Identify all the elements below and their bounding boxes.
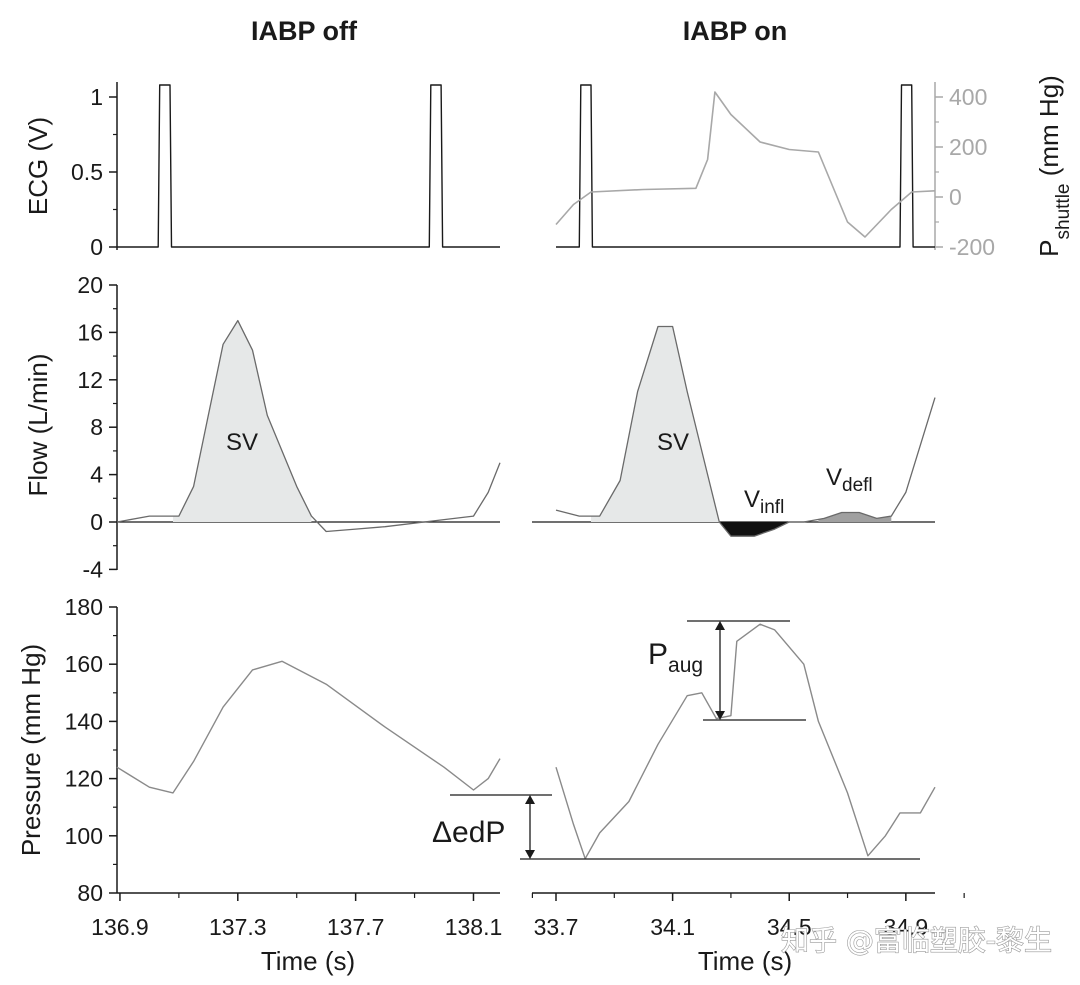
paug-main: P (648, 638, 668, 671)
ecg-line-on (556, 84, 935, 248)
right-xtick-label-0: 33.7 (534, 914, 579, 940)
pshuttle-ytick-label-0: -200 (949, 234, 995, 260)
paug-arrow-down (715, 711, 725, 720)
flow-ytick-label-4: 12 (77, 367, 103, 393)
pressure-ytick-label-5: 180 (65, 594, 103, 620)
paug-sub: aug (668, 654, 703, 677)
right-xtick-label-2: 34.5 (767, 914, 812, 940)
flow-ytick-label-1: 0 (90, 509, 103, 535)
pressure-ytick-label-3: 140 (65, 708, 103, 734)
flow-line-off (116, 319, 501, 533)
vdefl-main: V (826, 464, 842, 491)
flow-ytick-label-2: 4 (90, 462, 103, 488)
ecg-ylabel: ECG (V) (23, 117, 53, 215)
pressure-ylabel: Pressure (mm Hg) (16, 644, 46, 856)
left-xtick-label-2: 137.7 (327, 914, 385, 940)
left-xtick-label-0: 136.9 (91, 914, 149, 940)
left-xtick-label-3: 138.1 (445, 914, 503, 940)
tick-marks (109, 96, 965, 901)
pressure-ytick-label-4: 160 (65, 651, 103, 677)
vinfl-fill (719, 522, 790, 537)
ecg-ytick-label-2: 1 (90, 84, 103, 110)
pshuttle-line (555, 91, 936, 238)
pshuttle-ylabel-main: P (1034, 239, 1064, 256)
dedp-label: ΔedP (432, 816, 505, 849)
watermark-text: 知乎 @富临塑胶-黎生 (781, 924, 1052, 957)
vdefl-sub: defl (842, 475, 873, 496)
flow-line-on (555, 325, 936, 537)
right-xtick-label-3: 34.9 (883, 914, 928, 940)
sv-fill-on (591, 326, 720, 522)
flow-ytick-label-6: 20 (77, 272, 103, 298)
pressure-line-off (116, 660, 501, 794)
sv-on-label: SV (657, 429, 689, 456)
dedp-bracket (450, 794, 920, 860)
ecg-ytick-label-0: 0 (90, 234, 103, 260)
pshuttle-ylabel-unit: (mm Hg) (1034, 75, 1064, 183)
paug-arrow-up (715, 621, 725, 630)
pshuttle-ytick-label-1: 0 (949, 184, 962, 210)
pshuttle-ylabel: Pshuttle (mm Hg) (1034, 75, 1074, 257)
xlabel-right: Time (s) (698, 946, 792, 976)
series-lines (116, 84, 936, 860)
sv-off-label: SV (226, 429, 258, 456)
vinfl-sub: infl (760, 497, 784, 518)
vdefl-label: Vdefl (826, 464, 873, 496)
vinfl-main: V (744, 486, 760, 513)
paug-bracket (687, 620, 806, 721)
pshuttle-ylabel-sub: shuttle (1053, 184, 1074, 240)
pshuttle-ytick-label-3: 400 (949, 84, 987, 110)
vinfl-label: Vinfl (744, 486, 784, 518)
pshuttle-ytick-label-2: 200 (949, 134, 987, 160)
ecg-line-off (117, 84, 500, 248)
paug-label: Paug (648, 638, 703, 677)
ecg-ytick-label-1: 0.5 (71, 159, 103, 185)
left-xtick-label-1: 137.3 (209, 914, 267, 940)
pressure-ytick-label-0: 80 (77, 880, 103, 906)
pressure-ytick-label-1: 100 (65, 823, 103, 849)
flow-ytick-label-5: 16 (77, 319, 103, 345)
tick-labels: 0 0.5 1 -200 0 200 400 -4 0 4 8 12 16 20 80 100 120 140 16… (65, 84, 995, 940)
sv-fill-off (173, 320, 312, 522)
flow-ytick-label-0: -4 (83, 556, 104, 582)
pressure-line-on (555, 623, 936, 860)
right-xtick-label-1: 34.1 (650, 914, 695, 940)
flow-ytick-label-3: 8 (90, 414, 103, 440)
flow-ylabel: Flow (L/min) (23, 353, 53, 496)
dedp-arrow-down (525, 850, 535, 859)
pressure-ytick-label-2: 120 (65, 766, 103, 792)
xlabel-left: Time (s) (261, 946, 355, 976)
dedp-arrow-up (525, 795, 535, 804)
title-iabp-off: IABP off (251, 16, 358, 46)
title-iabp-on: IABP on (683, 16, 788, 46)
